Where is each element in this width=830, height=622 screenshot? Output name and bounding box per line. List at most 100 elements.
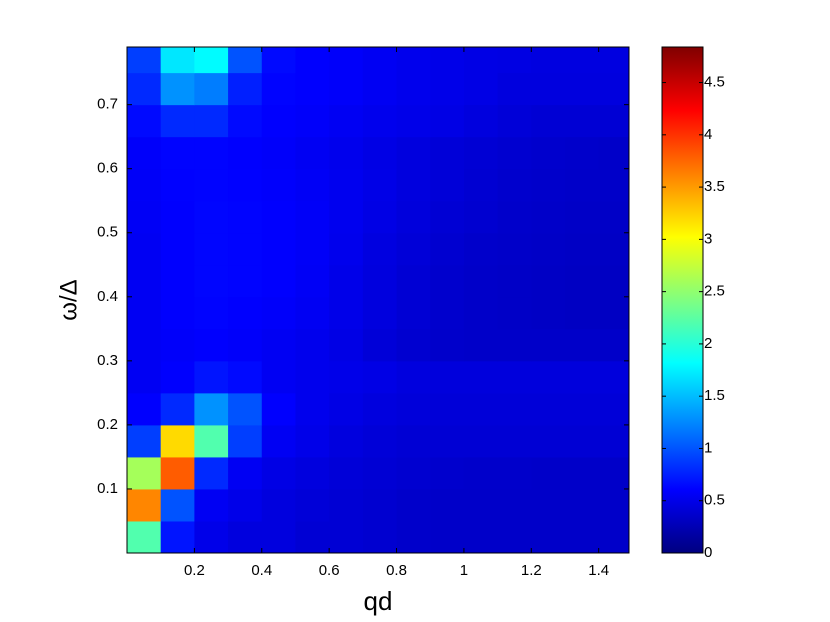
heatmap-cell	[228, 392, 263, 426]
heatmap-cell	[463, 360, 499, 394]
heatmap-cell	[463, 488, 499, 522]
heatmap-cell	[261, 72, 296, 106]
heatmap-cell	[497, 264, 532, 298]
x-tick-label: 0.2	[184, 562, 205, 579]
x-tick-label: 0.4	[251, 562, 272, 579]
colorbar-tick-label: 3	[704, 230, 712, 247]
heatmap-cell	[228, 456, 263, 490]
heatmap-cell	[295, 424, 330, 458]
colorbar-tick-label: 2	[704, 335, 712, 352]
heatmap-cell	[463, 328, 499, 362]
heatmap-cell	[396, 360, 431, 394]
heatmap-cell	[127, 104, 162, 138]
heatmap-cell	[160, 264, 195, 298]
heatmap-cell	[160, 488, 195, 522]
y-tick-label: 0.2	[97, 416, 118, 433]
heatmap-cell	[497, 488, 532, 522]
heatmap-cell	[329, 72, 364, 106]
heatmap-cell	[396, 72, 431, 106]
heatmap-cell	[194, 168, 229, 202]
heatmap-cell	[396, 264, 431, 298]
heatmap-cell	[127, 168, 162, 202]
heatmap-cell	[228, 520, 263, 553]
heatmap-cell	[497, 47, 532, 74]
heatmap-cell	[261, 488, 296, 522]
heatmap-cell	[194, 360, 229, 394]
colorbar-tick-label: 4.5	[704, 74, 725, 91]
heatmap-cell	[329, 104, 364, 138]
x-axis-label: qd	[364, 586, 393, 616]
heatmap-cell	[396, 104, 431, 138]
heatmap-cell	[295, 392, 330, 426]
heatmap-cell	[362, 72, 398, 106]
heatmap-cell	[261, 392, 296, 426]
heatmap-cell	[228, 200, 263, 234]
heatmap-cell	[329, 520, 364, 553]
heatmap-cell	[564, 264, 600, 298]
heatmap-cell	[329, 296, 364, 330]
heatmap-cell	[295, 360, 330, 394]
heatmap-cell	[228, 104, 263, 138]
heatmap-cell	[362, 47, 398, 74]
heatmap-cell	[463, 456, 499, 490]
heatmap-cell	[261, 520, 296, 553]
heatmap-cell	[228, 232, 263, 266]
heatmap-cell	[564, 232, 600, 266]
heatmap-cell	[295, 456, 330, 490]
heatmap-cell	[497, 392, 532, 426]
heatmap-cell	[160, 72, 195, 106]
heatmap-cell	[160, 456, 195, 490]
heatmap-cell	[160, 47, 195, 74]
heatmap-cell	[564, 72, 600, 106]
heatmap-cell	[228, 47, 263, 74]
heatmap-cell	[261, 168, 296, 202]
heatmap-cell	[430, 392, 465, 426]
heatmap-cell	[261, 264, 296, 298]
heatmap-cell	[463, 296, 499, 330]
heatmap-cell	[497, 360, 532, 394]
heatmap-cell	[160, 232, 195, 266]
heatmap-cell	[531, 47, 566, 74]
heatmap-cell	[194, 424, 229, 458]
heatmap-cell	[531, 168, 566, 202]
y-tick-label: 0.4	[97, 288, 118, 305]
heatmap-cell	[463, 136, 499, 170]
heatmap-cell	[564, 104, 600, 138]
heatmap-cell	[362, 200, 398, 234]
heatmap-cell	[261, 232, 296, 266]
heatmap-cell	[295, 328, 330, 362]
heatmap-cell	[430, 488, 465, 522]
heatmap-cell	[127, 520, 162, 553]
colorbar-tick-label: 1	[704, 439, 712, 456]
heatmap-cell	[127, 232, 162, 266]
heatmap-cell	[228, 328, 263, 362]
heatmap-cell	[295, 168, 330, 202]
heatmap-cell	[531, 392, 566, 426]
heatmap-cell	[127, 72, 162, 106]
heatmap-cell	[160, 296, 195, 330]
heatmap-cell	[329, 232, 364, 266]
x-tick-label: 1	[460, 562, 468, 579]
heatmap-cell	[160, 136, 195, 170]
heatmap-cell	[497, 232, 532, 266]
heatmap-cell	[396, 488, 431, 522]
heatmap-cell	[463, 264, 499, 298]
heatmap-cell	[127, 296, 162, 330]
heatmap-cell	[160, 328, 195, 362]
heatmap-cell	[362, 520, 398, 553]
heatmap-cell	[295, 47, 330, 74]
heatmap-cell	[430, 104, 465, 138]
heatmap-cell	[194, 72, 229, 106]
heatmap-cell	[160, 392, 195, 426]
heatmap-cell	[261, 200, 296, 234]
heatmap-cell	[598, 392, 629, 426]
heatmap-cell	[362, 360, 398, 394]
heatmap-cell	[463, 72, 499, 106]
x-tick-label: 0.6	[319, 562, 340, 579]
heatmap-cell	[160, 104, 195, 138]
heatmap-cell	[228, 136, 263, 170]
heatmap-cell	[531, 360, 566, 394]
heatmap-cell	[329, 200, 364, 234]
heatmap-cell	[295, 264, 330, 298]
heatmap-cell	[295, 136, 330, 170]
